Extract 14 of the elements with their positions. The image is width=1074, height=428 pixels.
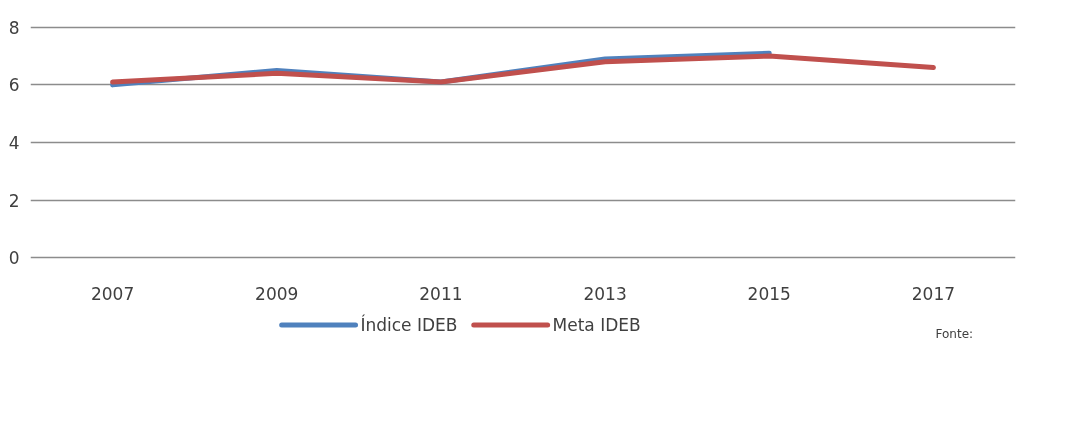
x-tick-label: 2017 [911,283,956,304]
y-tick-label: 8 [8,17,20,38]
y-tick-label: 0 [8,248,20,269]
y-tick-label: 6 [8,75,20,96]
x-tick-label: 2015 [747,283,791,304]
y-tick-label: 2 [8,190,20,211]
x-tick-label: 2013 [583,283,627,304]
legend-label: Meta IDEB [552,315,641,335]
source-note: Fonte: [935,326,974,341]
y-tick-label: 4 [8,133,20,153]
legend-label: Índice IDEB [360,314,458,335]
x-tick-label: 2009 [255,283,299,304]
x-tick-label: 2007 [90,283,135,304]
x-tick-label: 2011 [419,283,463,304]
